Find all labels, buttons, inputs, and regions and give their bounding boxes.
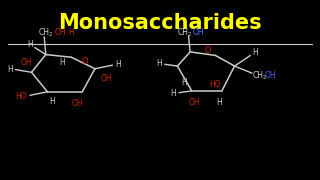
Text: H: H (49, 97, 55, 106)
Text: HO: HO (16, 92, 27, 101)
Text: H: H (217, 98, 222, 107)
Text: CH: CH (178, 28, 189, 37)
Text: OH: OH (100, 74, 112, 83)
Text: H: H (59, 58, 65, 67)
Text: 2: 2 (49, 32, 52, 37)
Text: 2: 2 (263, 75, 266, 80)
Text: H: H (7, 65, 13, 74)
Text: HO: HO (210, 80, 221, 89)
Text: OH: OH (20, 58, 32, 67)
Text: CH: CH (39, 28, 50, 37)
Text: OH: OH (72, 99, 83, 108)
Text: H: H (252, 48, 258, 57)
Text: O: O (204, 46, 211, 55)
Text: H: H (181, 78, 187, 87)
Text: H: H (115, 60, 121, 69)
Text: H: H (156, 59, 162, 68)
Text: H: H (27, 40, 33, 49)
Text: Monosaccharides: Monosaccharides (58, 13, 262, 33)
Text: OH: OH (193, 28, 204, 37)
Text: H: H (68, 28, 74, 37)
Text: OH: OH (265, 71, 276, 80)
Text: 2: 2 (188, 32, 191, 37)
Text: O: O (81, 57, 88, 66)
Text: OH: OH (54, 28, 66, 37)
Text: H: H (171, 89, 176, 98)
Text: CH: CH (253, 71, 264, 80)
Text: OH: OH (188, 98, 200, 107)
